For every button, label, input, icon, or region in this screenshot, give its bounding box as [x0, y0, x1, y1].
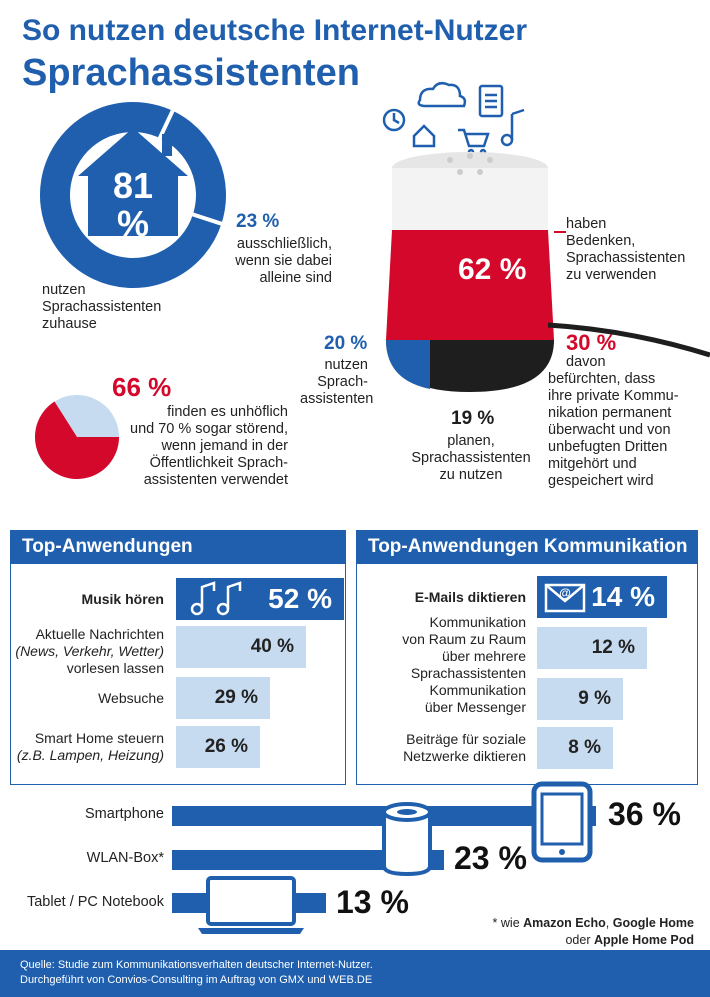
- speaker-cable: [547, 322, 710, 358]
- top-app-pct: 26 %: [204, 736, 248, 757]
- comm-bar-room: 12 %: [537, 627, 647, 669]
- donut-alone-segment: [159, 110, 226, 224]
- device-label: WLAN-Box*: [86, 850, 164, 866]
- alone-pct: 23 %: [236, 211, 280, 232]
- home-description: nutzen Sprachassistenten zuhause: [42, 282, 162, 332]
- page-subtitle: Sprachassistenten: [22, 52, 360, 94]
- comm-label: E-Mails diktieren: [414, 589, 526, 605]
- speaker-use-segment: [386, 340, 430, 389]
- top-apps-heading: Top-Anwendungen: [10, 530, 346, 564]
- chimney-icon: [162, 134, 172, 156]
- donut-value-segment: [40, 102, 222, 288]
- top-app-pct: 52 %: [268, 583, 332, 614]
- pie-value-slice: [35, 401, 119, 479]
- concern-pct: 62 %: [458, 253, 527, 286]
- comm-pct: 8 %: [568, 737, 601, 758]
- laptop-icon: [198, 876, 304, 934]
- fear-pct: 30 %: [566, 330, 617, 355]
- comm-bar-email: @ 14 %: [537, 576, 667, 618]
- comm-label: Kommunikation über Messenger: [424, 682, 526, 715]
- email-icon: @: [544, 583, 586, 613]
- device-pct: 23 %: [454, 840, 527, 876]
- music-notes-icon: [190, 581, 242, 616]
- top-app-label: Musik hören: [81, 591, 164, 607]
- rude-pct: 66 %: [112, 372, 172, 402]
- page-title: So nutzen deutsche Internet-Nutzer: [22, 14, 528, 47]
- comm-bar-messenger: 9 %: [537, 678, 623, 720]
- top-app-bar-smarthome: 26 %: [176, 726, 260, 768]
- top-app-label: Aktuelle Nachrichten (News, Verkehr, Wet…: [15, 626, 164, 676]
- svg-text:@: @: [559, 586, 571, 600]
- top-app-bar-websearch: 29 %: [176, 677, 270, 719]
- home-small-icon: [412, 124, 436, 148]
- house-icon: [78, 128, 188, 236]
- music-note-icon: [510, 108, 525, 140]
- rude-pie-chart: [35, 395, 119, 479]
- comm-pct: 12 %: [591, 637, 635, 658]
- cloud-icon: [417, 81, 467, 108]
- device-pct: 36 %: [608, 796, 681, 832]
- comm-pct: 9 %: [578, 688, 611, 709]
- device-bar-wlanbox: [172, 850, 444, 870]
- device-label: Tablet / PC Notebook: [26, 894, 164, 910]
- home-pct-value: 81: [112, 165, 154, 206]
- top-app-pct: 29 %: [214, 687, 258, 708]
- top-app-pct: 40 %: [250, 636, 294, 657]
- top-comm-heading: Top-Anwendungen Kommunikation: [356, 530, 698, 564]
- clipboard-icon: [478, 84, 504, 118]
- shopping-cart-icon: [458, 128, 490, 148]
- top-app-label: Websuche: [98, 690, 164, 706]
- top-app-bar-news: 40 %: [176, 626, 306, 668]
- plan-description: planen, Sprachassistenten zu nutzen: [411, 433, 531, 483]
- comm-label: Kommunikation von Raum zu Raum über mehr…: [402, 614, 526, 681]
- home-pct-unit: %: [116, 203, 149, 244]
- top-apps-box: [10, 563, 346, 785]
- device-label: Smartphone: [85, 806, 164, 822]
- donut-gap: [157, 109, 175, 140]
- comm-label: Beiträge für soziale Netzwerke diktieren: [403, 731, 526, 764]
- rude-description: finden es unhöflich und 70 % sogar störe…: [130, 404, 288, 488]
- device-pct: 13 %: [336, 884, 409, 920]
- fear-description: davon befürchten, dass ihre private Komm…: [548, 354, 679, 489]
- donut-gap: [191, 212, 224, 226]
- use-description: nutzen Sprach- assistenten: [300, 357, 374, 407]
- top-app-bar-music: 52 %: [176, 578, 344, 620]
- comm-bar-social: 8 %: [537, 727, 613, 769]
- alarm-clock-icon: [382, 108, 406, 132]
- home-donut-chart: [40, 102, 226, 288]
- smartphone-icon: [531, 781, 593, 863]
- source-footer: Quelle: Studie zum Kommunikationsverhalt…: [0, 950, 710, 997]
- device-footnote: * wie Amazon Echo, Google Home oder Appl…: [492, 916, 694, 947]
- top-app-label: Smart Home steuern (z.B. Lampen, Heizung…: [16, 730, 164, 763]
- smart-speaker-illustration: [382, 81, 710, 392]
- concern-description: haben Bedenken, Sprachassistenten zu ver…: [566, 216, 686, 283]
- smart-speaker-icon: [382, 802, 432, 877]
- top-comm-box: [356, 563, 698, 785]
- speaker-concern-band: [386, 230, 554, 340]
- comm-pct: 14 %: [591, 581, 655, 612]
- alone-description: ausschließlich, wenn sie dabei alleine s…: [235, 236, 332, 286]
- plan-pct: 19 %: [451, 408, 495, 429]
- use-pct: 20 %: [324, 333, 368, 354]
